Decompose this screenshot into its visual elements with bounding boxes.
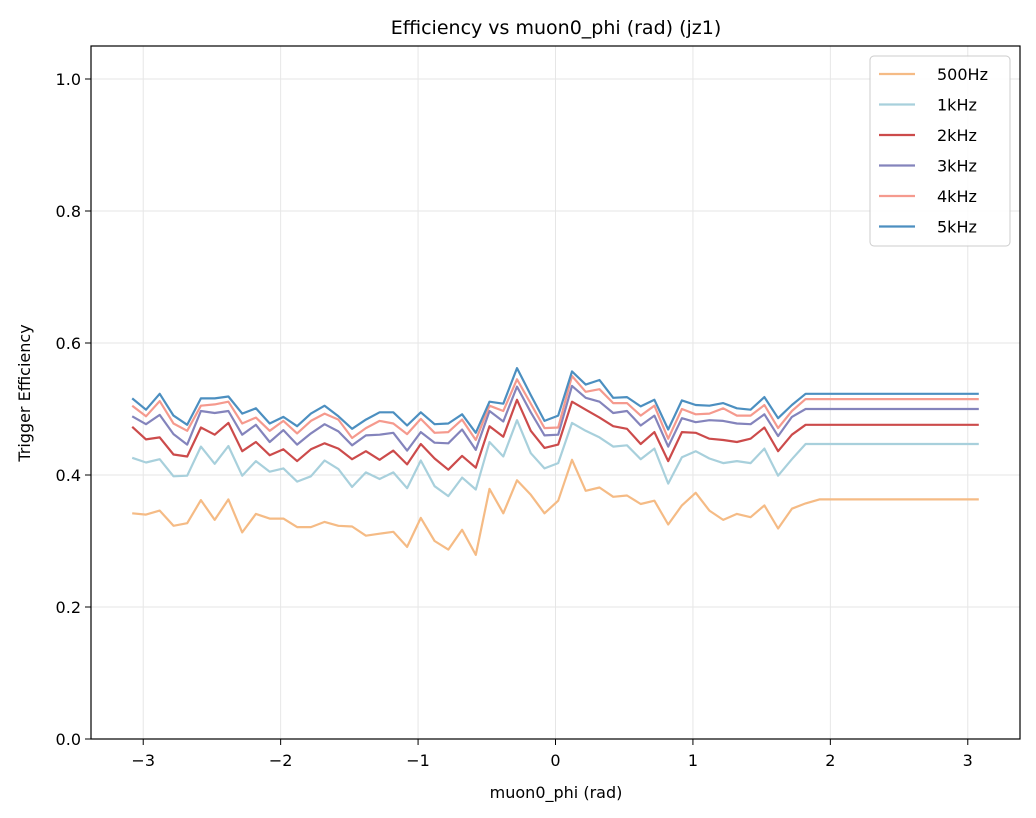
legend-label: 500Hz — [937, 65, 988, 84]
legend-label: 1kHz — [937, 96, 977, 115]
legend-label: 5kHz — [937, 218, 977, 237]
series-lines — [131, 367, 979, 557]
series-line-4khz — [131, 374, 979, 442]
y-tick-label: 0.6 — [56, 334, 81, 353]
legend: 500Hz 1kHz 2kHz 3kHz 4kHz 5kHz — [869, 55, 1011, 247]
y-tick-label: 0.8 — [56, 202, 81, 221]
x-axis-ticks: −3 −2 −1 0 1 2 3 — [131, 739, 973, 770]
grid-lines — [91, 46, 1020, 740]
x-axis-label: muon0_phi (rad) — [490, 783, 623, 803]
y-axis-ticks: 0.0 0.2 0.4 0.6 0.8 1.0 — [56, 70, 91, 749]
x-tick-label: 1 — [688, 751, 698, 770]
y-tick-label: 1.0 — [56, 70, 81, 89]
y-axis-label: Trigger Efficiency — [15, 324, 34, 462]
x-tick-label: 0 — [550, 751, 560, 770]
y-tick-label: 0.4 — [56, 466, 81, 485]
x-tick-label: −3 — [131, 751, 155, 770]
x-tick-label: −2 — [269, 751, 293, 770]
series-line-1khz — [131, 419, 979, 498]
legend-label: 4kHz — [937, 187, 977, 206]
series-line-3khz — [131, 384, 979, 452]
series-line-500hz — [132, 458, 979, 557]
y-tick-label: 0.2 — [56, 598, 81, 617]
chart-title: Efficiency vs muon0_phi (rad) (jz1) — [391, 17, 722, 39]
x-tick-label: −1 — [406, 751, 430, 770]
legend-label: 2kHz — [937, 126, 977, 145]
series-line-5khz — [131, 367, 979, 434]
x-tick-label: 3 — [963, 751, 973, 770]
legend-label: 3kHz — [937, 157, 977, 176]
x-tick-label: 2 — [825, 751, 835, 770]
series-line-2khz — [131, 398, 979, 471]
y-tick-label: 0.0 — [56, 730, 81, 749]
